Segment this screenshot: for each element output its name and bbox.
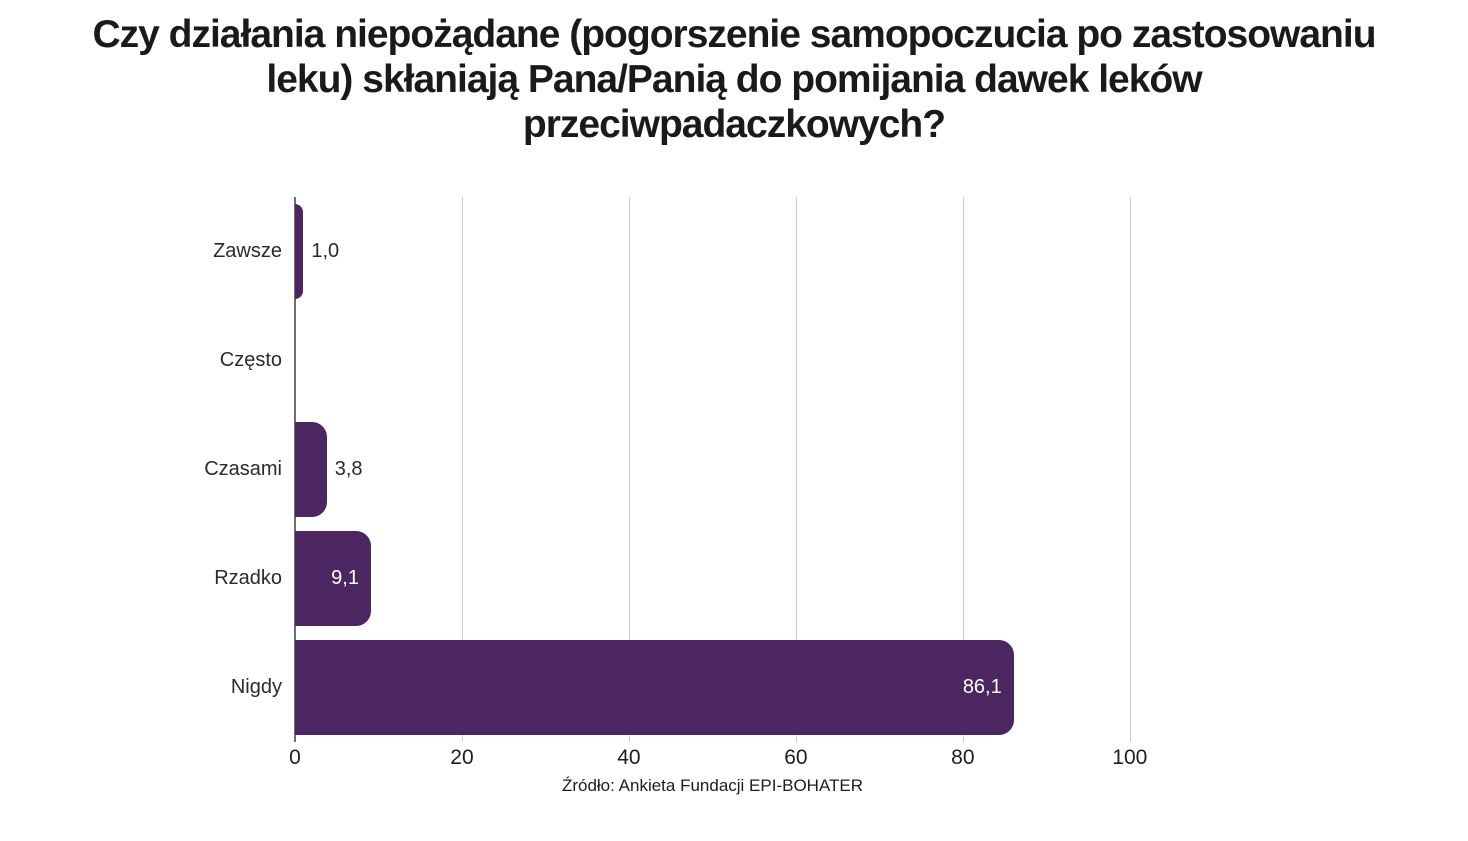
bar: [295, 204, 304, 299]
gridline: [962, 197, 964, 742]
x-tick-label: 100: [1112, 746, 1148, 769]
bar-row: Rzadko 9,1: [214, 524, 1245, 633]
source-caption: Źródło: Ankieta Fundacji EPI-BOHATER: [561, 776, 864, 795]
bar-row: Nigdy 86,1: [231, 633, 1245, 742]
gridline: [1129, 197, 1131, 742]
bar: 86,1: [295, 640, 1014, 735]
gridline: [461, 197, 463, 742]
bar-row: Zawsze 1,0: [213, 197, 1245, 306]
bar-row: Czasami 3,8: [204, 415, 1245, 524]
x-tick-label: 40: [617, 746, 641, 769]
title-line: Czy działania niepożądane (pogorszenie s…: [92, 13, 1376, 56]
category-label: Nigdy: [230, 676, 282, 698]
gridline: [795, 197, 797, 742]
category-label: Często: [219, 349, 282, 371]
gridline: [628, 197, 630, 742]
value-label: 86,1: [962, 676, 1002, 698]
value-label: 1,0: [311, 240, 340, 262]
chart-title: Czy działania niepożądane (pogorszenie s…: [0, 12, 1468, 147]
title-line: przeciwpadaczkowych?: [522, 103, 946, 146]
category-label: Zawsze: [213, 240, 282, 262]
category-label: Rzadko: [214, 567, 282, 589]
value-label: 3,8: [334, 458, 363, 480]
x-tick-label: 0: [289, 746, 301, 769]
plot-area: 0 20 40 60 80 100 Zawsze 1,0 Często Czasami 3,8 Rza…: [204, 197, 1245, 769]
bar: [295, 422, 327, 517]
x-tick-label: 80: [951, 746, 975, 769]
category-label: Czasami: [204, 458, 282, 480]
bar: 9,1: [295, 531, 371, 626]
title-line: leku) skłaniają Pana/Panią do pomijania …: [266, 58, 1202, 101]
bar-row: Często: [220, 306, 1245, 415]
x-tick-label: 20: [450, 746, 474, 769]
x-tick-label: 60: [784, 746, 808, 769]
value-label: 9,1: [331, 567, 359, 589]
